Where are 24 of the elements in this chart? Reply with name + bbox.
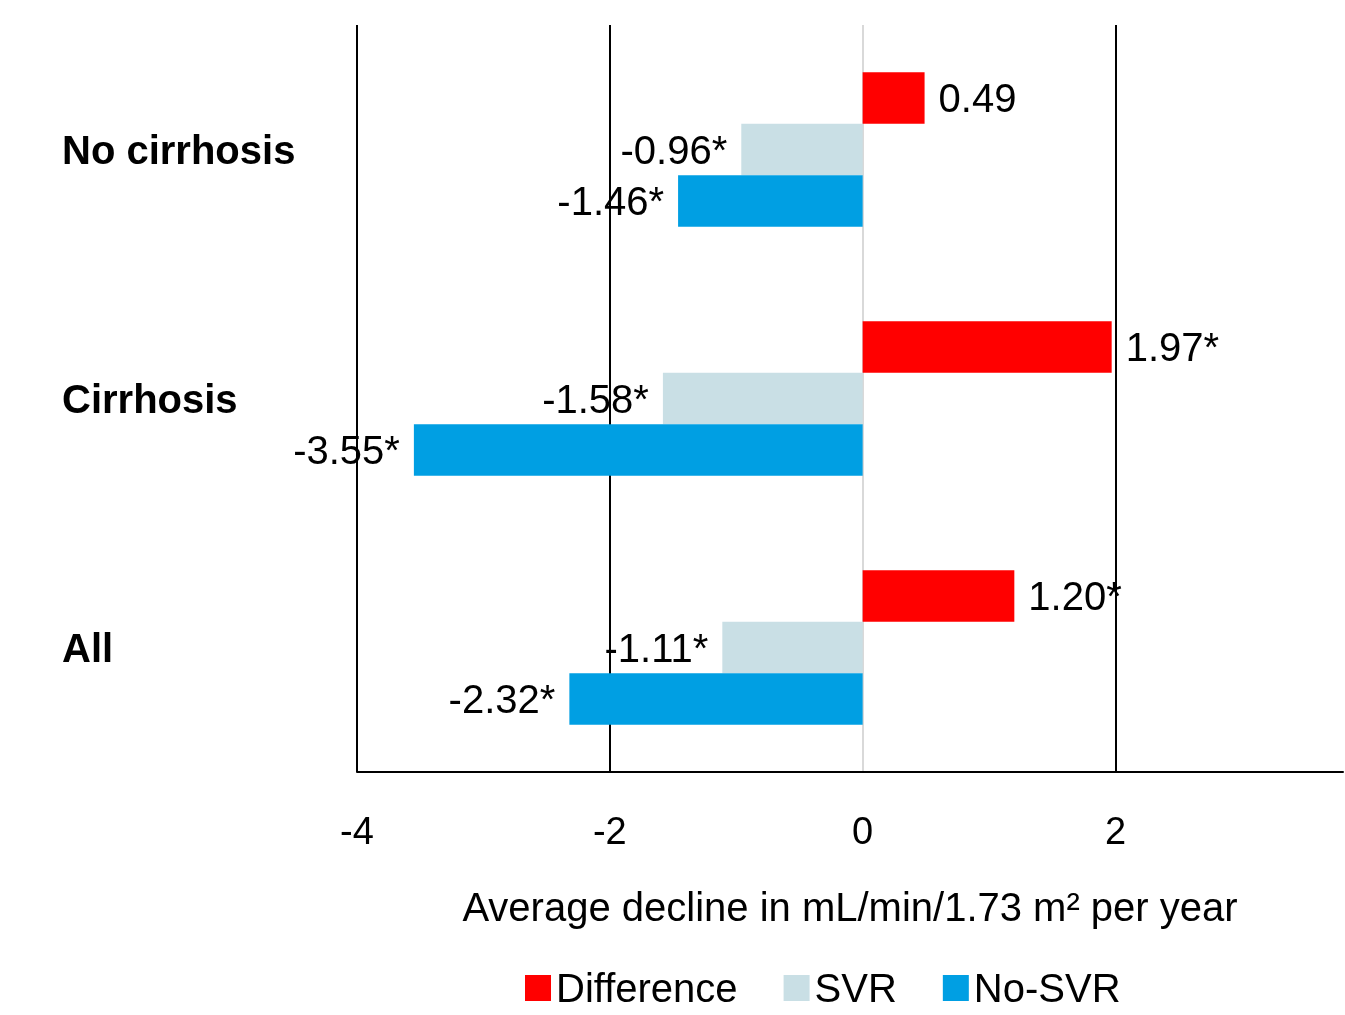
x-tick-label: 2 bbox=[1104, 810, 1127, 852]
x-axis-title: Average decline in mL/min/1.73 m² per year bbox=[462, 885, 1238, 929]
data-label: 1.97* bbox=[1125, 325, 1220, 370]
legend-label: No-SVR bbox=[973, 966, 1121, 1010]
legend-label: Difference bbox=[556, 966, 738, 1010]
bar bbox=[862, 72, 925, 124]
x-tick-label: -2 bbox=[592, 810, 627, 852]
y-tick-label: Cirrhosis bbox=[62, 376, 238, 421]
bar bbox=[569, 673, 863, 725]
data-label: 0.49 bbox=[938, 76, 1017, 121]
data-label: -0.96* bbox=[620, 127, 728, 172]
y-tick-label: No cirrhosis bbox=[62, 127, 296, 172]
bar bbox=[862, 321, 1112, 373]
x-tick-label: 0 bbox=[852, 810, 874, 852]
y-tick-label: All bbox=[62, 625, 114, 670]
bar bbox=[741, 123, 863, 176]
bar bbox=[662, 372, 863, 425]
data-label: -2.32* bbox=[448, 676, 556, 721]
legend-label: SVR bbox=[814, 966, 897, 1010]
bar bbox=[862, 570, 1015, 622]
bar bbox=[678, 175, 863, 227]
x-tick-label: -4 bbox=[340, 810, 374, 852]
bar bbox=[722, 621, 863, 674]
bar bbox=[413, 424, 863, 476]
